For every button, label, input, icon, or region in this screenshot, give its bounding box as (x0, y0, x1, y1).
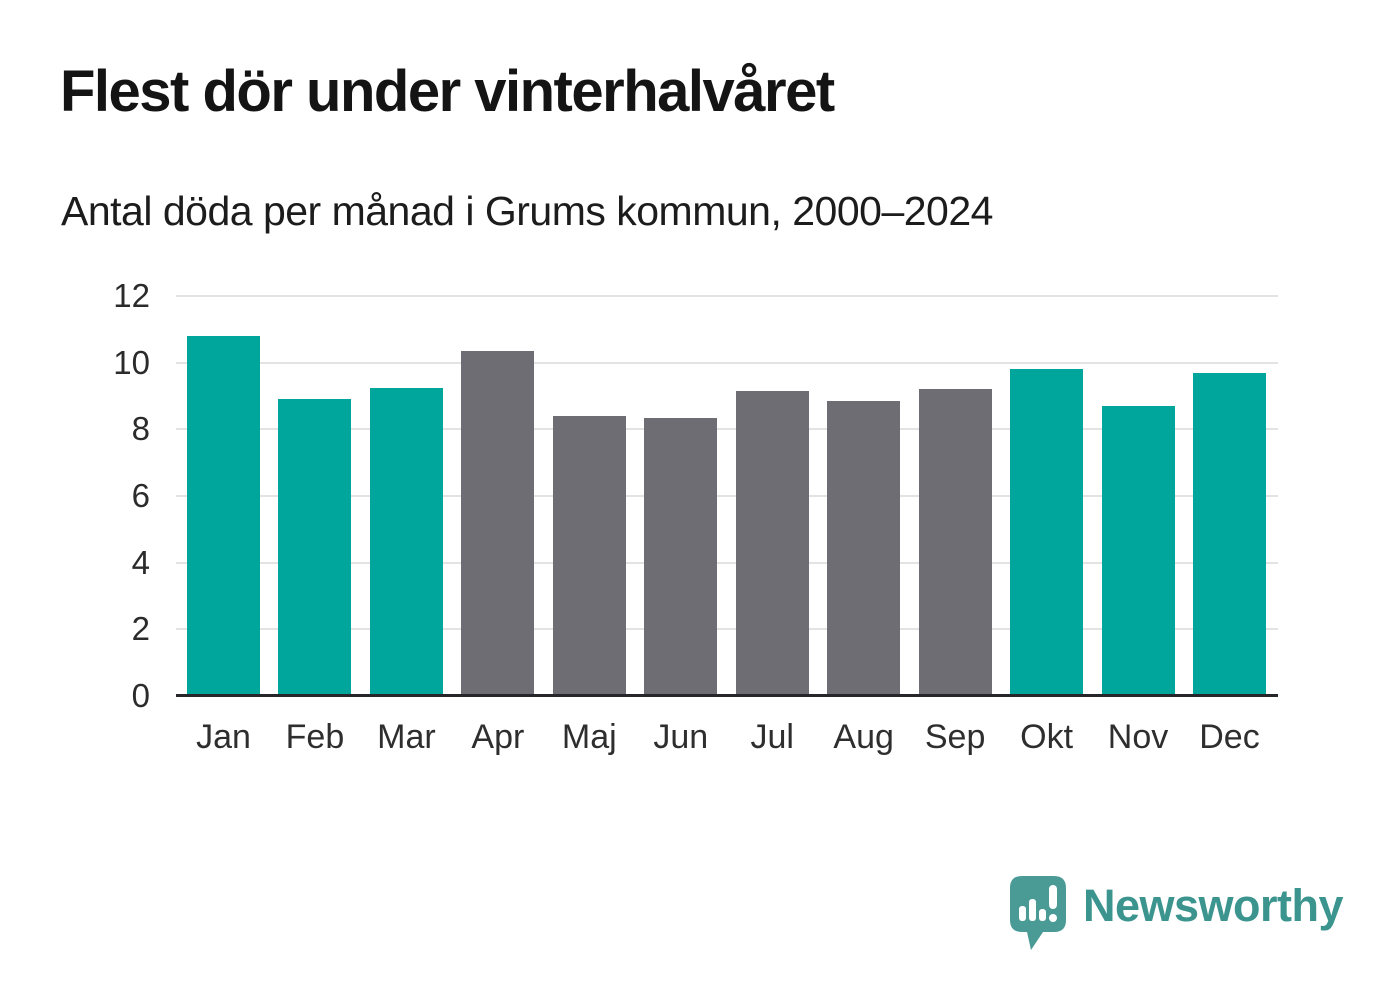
x-tick-label-sep: Sep (924, 718, 986, 756)
plot-area (176, 295, 1278, 697)
bar-jun (644, 417, 718, 696)
y-tick-label-4: 4 (131, 543, 150, 581)
chart-title: Flest dör under vinterhalvåret (60, 59, 835, 124)
x-tick-label-apr: Apr (471, 718, 525, 756)
chart-subtitle: Antal döda per månad i Grums kommun, 200… (61, 188, 993, 234)
y-tick-label-0: 0 (131, 677, 150, 714)
y-tick-label-2: 2 (131, 610, 150, 648)
bar-okt (1010, 369, 1084, 696)
x-tick-label-okt: Okt (1020, 718, 1074, 756)
y-tick-label-6: 6 (131, 477, 150, 514)
newsworthy-logo-icon (1010, 876, 1066, 950)
bar-nov (1101, 406, 1175, 696)
x-tick-label-nov: Nov (1107, 718, 1169, 756)
y-tick-label-12: 12 (113, 277, 150, 314)
bars-container (176, 296, 1278, 696)
y-tick-label-8: 8 (131, 410, 150, 448)
gridline-4 (176, 561, 1278, 564)
bar-apr (461, 351, 535, 696)
y-tick-label-10: 10 (113, 343, 150, 381)
y-axis-labels: 0 2 4 6 8 10 12 (60, 277, 150, 714)
x-tick-label-mar: Mar (377, 718, 436, 756)
bar-sep (918, 389, 992, 696)
x-tick-label-dec: Dec (1199, 718, 1260, 756)
newsworthy-logo-text: Newsworthy (1083, 880, 1344, 931)
newsworthy-logo: Newsworthy (1008, 874, 1344, 952)
gridline-8 (176, 428, 1278, 431)
bar-aug (827, 401, 901, 696)
bar-mar (369, 387, 443, 696)
gridline-12 (176, 295, 1278, 297)
x-tick-label-jun: Jun (653, 718, 709, 756)
x-axis-line (176, 694, 1278, 697)
x-tick-label-jul: Jul (750, 718, 794, 756)
x-tick-label-feb: Feb (285, 718, 345, 756)
x-tick-label-jan: Jan (196, 718, 251, 756)
x-tick-label-maj: Maj (561, 718, 617, 756)
x-tick-label-aug: Aug (833, 718, 894, 756)
gridline-6 (176, 495, 1278, 497)
bar-dec (1192, 372, 1266, 696)
gridline-2 (176, 628, 1278, 631)
bar-jan (187, 336, 260, 696)
bar-maj (552, 416, 626, 696)
gridline-10 (176, 361, 1278, 364)
bar-jul (735, 391, 809, 696)
x-axis-labels: Jan Feb Mar Apr Maj Jun Jul Aug Sep Okt Nov Dec (176, 718, 1278, 757)
bar-feb (278, 399, 352, 696)
